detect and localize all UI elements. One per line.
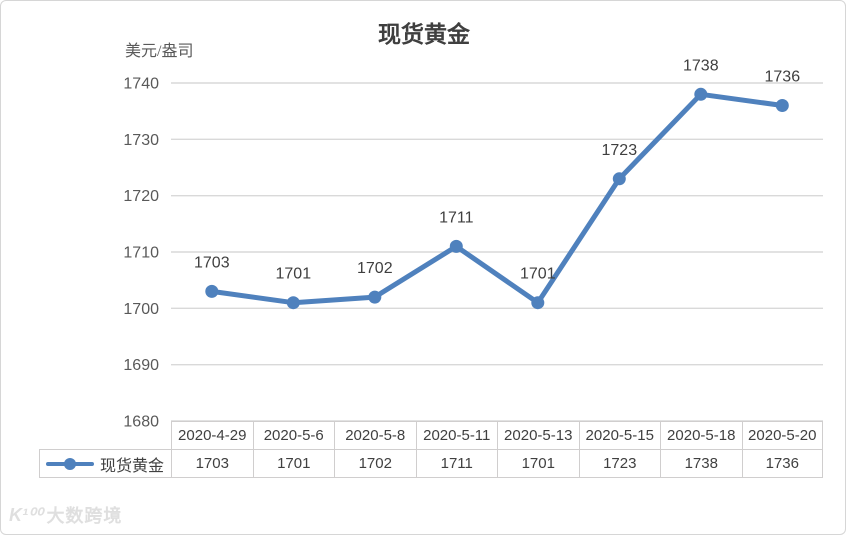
y-axis-tick-label: 1690 (123, 357, 159, 374)
table-value-cell: 1723 (578, 449, 660, 478)
table-corner-spacer (39, 421, 171, 449)
data-label: 1723 (602, 142, 638, 159)
data-table: 2020-4-29 2020-5-6 2020-5-8 2020-5-11 2020-5… (39, 421, 823, 478)
table-value-cell: 1701 (252, 449, 334, 478)
table-value-cell: 1711 (415, 449, 497, 478)
data-point-marker (694, 87, 708, 101)
data-point-marker (449, 239, 463, 253)
data-label: 1711 (439, 209, 474, 226)
table-header-cell: 2020-5-8 (334, 421, 416, 449)
data-label: 1703 (194, 254, 230, 271)
y-axis-tick-label: 1680 (123, 414, 159, 431)
table-header-cell: 2020-4-29 (171, 421, 253, 449)
y-axis-tick-label: 1740 (123, 76, 159, 93)
table-header-cell: 2020-5-13 (497, 421, 579, 449)
table-value-cell: 1736 (741, 449, 823, 478)
chart-title: 现货黄金 (378, 22, 470, 47)
data-point-marker (531, 296, 545, 310)
data-label: 1701 (276, 266, 312, 283)
watermark: K¹⁰⁰ 大数跨境 (9, 502, 122, 528)
table-value-cell: 1701 (497, 449, 579, 478)
y-axis-unit-label: 美元/盎司 (125, 43, 194, 60)
table-header-cell: 2020-5-15 (578, 421, 660, 449)
table-value-cell: 1702 (334, 449, 416, 478)
table-header-cell: 2020-5-11 (415, 421, 497, 449)
table-value-cell: 1738 (660, 449, 742, 478)
data-point-marker (286, 296, 300, 310)
data-point-marker (612, 172, 626, 186)
data-point-marker (775, 99, 789, 112)
watermark-text: 大数跨境 (46, 506, 123, 526)
y-axis-tick-label: 1720 (123, 188, 159, 205)
y-axis-tick-label: 1710 (123, 245, 159, 262)
data-point-marker (368, 290, 382, 304)
y-axis-tick-label: 1700 (123, 301, 159, 318)
watermark-logo-icon: K¹⁰⁰ (9, 504, 43, 525)
data-label: 1736 (765, 69, 801, 86)
data-label: 1701 (520, 266, 556, 283)
data-label: 1702 (357, 260, 393, 277)
y-axis-tick-label: 1730 (123, 132, 159, 149)
legend-line-marker-icon (46, 457, 94, 471)
data-label: 1738 (683, 57, 719, 74)
table-header-cell: 2020-5-18 (660, 421, 742, 449)
legend-series-label: 现货黄金 (100, 457, 165, 475)
data-point-marker (205, 284, 219, 298)
series-line (209, 91, 785, 306)
table-value-cell: 1703 (171, 449, 253, 478)
table-header-cell: 2020-5-20 (741, 421, 823, 449)
legend-cell: 现货黄金 (39, 449, 171, 478)
table-header-cell: 2020-5-6 (252, 421, 334, 449)
